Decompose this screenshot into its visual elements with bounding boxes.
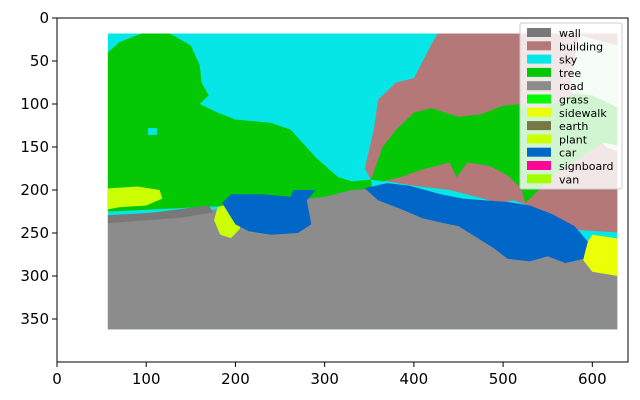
legend-swatch-grass xyxy=(527,94,551,104)
y-tick-label: 300 xyxy=(20,267,49,285)
legend-label-plant: plant xyxy=(559,133,588,146)
x-axis: 0 100 200 300 400 500 600 xyxy=(52,362,607,388)
legend-label-sky: sky xyxy=(559,54,578,67)
x-tick-label: 300 xyxy=(310,370,339,388)
y-tick-label: 150 xyxy=(20,138,49,156)
legend-label-grass: grass xyxy=(559,94,589,107)
x-tick-label: 100 xyxy=(132,370,161,388)
x-tick-label: 0 xyxy=(52,370,62,388)
region-wall xyxy=(107,205,214,224)
region-car-mid xyxy=(222,190,316,235)
x-tick-label: 400 xyxy=(400,370,429,388)
y-tick-label: 50 xyxy=(30,52,49,70)
legend-swatch-sky xyxy=(527,54,551,64)
legend-label-wall: wall xyxy=(559,27,581,40)
legend-swatch-earth xyxy=(527,121,551,131)
legend-swatch-van xyxy=(527,174,551,184)
legend-label-earth: earth xyxy=(559,120,588,133)
x-tick-label: 200 xyxy=(221,370,250,388)
region-sidewalk xyxy=(583,234,618,276)
legend-swatch-car xyxy=(527,147,551,157)
legend-swatch-tree xyxy=(527,67,551,77)
legend-label-car: car xyxy=(559,147,577,160)
y-axis: 0 50 100 150 200 250 300 350 xyxy=(20,9,57,328)
legend-label-van: van xyxy=(559,173,579,186)
legend-swatch-wall xyxy=(527,28,551,37)
legend-box xyxy=(519,22,623,190)
region-sky-hole xyxy=(148,128,157,135)
legend-label-sidewalk: sidewalk xyxy=(559,107,607,120)
legend-swatch-signboard xyxy=(527,161,551,170)
region-car-small xyxy=(75,190,100,205)
x-tick-label: 600 xyxy=(578,370,607,388)
y-tick-label: 100 xyxy=(20,95,49,113)
legend-swatch-road xyxy=(527,81,551,91)
legend-label-tree: tree xyxy=(559,67,581,80)
legend-label-signboard: signboard xyxy=(559,160,614,173)
region-car-right xyxy=(364,183,588,264)
region-plant-left xyxy=(107,186,163,210)
y-tick-label: 200 xyxy=(20,181,49,199)
legend-swatch-plant xyxy=(527,134,551,144)
legend-swatch-sidewalk xyxy=(527,107,551,117)
legend-swatch-building xyxy=(527,41,551,51)
y-tick-label: 350 xyxy=(20,310,49,328)
x-tick-label: 500 xyxy=(489,370,518,388)
y-tick-label: 0 xyxy=(39,9,49,27)
legend-label-road: road xyxy=(559,80,584,93)
y-tick-label: 250 xyxy=(20,224,49,242)
region-tree-left xyxy=(107,33,374,212)
legend-label-building: building xyxy=(559,40,603,53)
legend: wallbuildingskytreeroadgrasssidewalkeart… xyxy=(519,22,623,190)
